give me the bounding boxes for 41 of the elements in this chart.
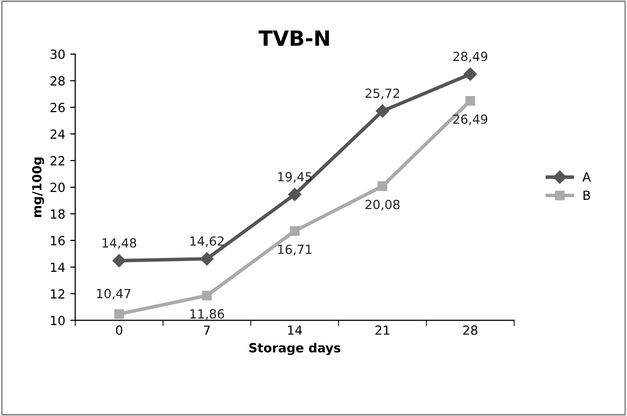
point [464, 68, 477, 81]
x-tick-label: 7 [204, 326, 210, 335]
y-tick-label: 16 [50, 236, 65, 246]
chart-title: TVB-N [258, 30, 329, 46]
data-label: 28,49 [453, 52, 488, 62]
legend-label: A [582, 172, 591, 182]
x-axis-title: Storage days [249, 342, 340, 356]
x-tick-label: 21 [375, 325, 390, 335]
point [465, 96, 476, 106]
point [290, 226, 300, 236]
y-tick-label: 18 [50, 209, 65, 219]
point [288, 188, 302, 202]
y-tick-label: 28 [50, 76, 65, 86]
data-label: 16,71 [278, 244, 312, 256]
point [200, 252, 214, 266]
data-label: 14,48 [102, 238, 136, 249]
y-tick-label: 24 [50, 129, 65, 139]
y-tick-label: 12 [50, 289, 64, 298]
y-tick-label: 22 [50, 156, 64, 166]
x-tick-label: 28 [463, 325, 478, 335]
data-label: 10,47 [97, 288, 130, 300]
point [202, 290, 212, 300]
legend-label: B [584, 190, 590, 200]
data-label: 14,62 [190, 236, 224, 248]
data-label: 11,86 [190, 309, 224, 320]
data-label: 26,49 [453, 114, 488, 126]
data-label: 25,72 [365, 88, 400, 100]
point [112, 254, 126, 268]
y-tick-label: 26 [50, 102, 65, 112]
x-tick-label: 0 [116, 325, 122, 335]
y-tick-label: 14 [50, 262, 65, 272]
point [378, 181, 388, 191]
y-tick-label: 10 [50, 316, 65, 326]
x-tick-label: 14 [288, 326, 302, 335]
data-label: 20,08 [365, 200, 400, 210]
y-tick-label: 20 [50, 182, 65, 192]
y-tick-label: 30 [50, 50, 65, 60]
point [114, 309, 124, 319]
data-label: 19,45 [278, 172, 312, 183]
point [376, 104, 390, 118]
y-axis-title: mg/100g [32, 157, 44, 217]
